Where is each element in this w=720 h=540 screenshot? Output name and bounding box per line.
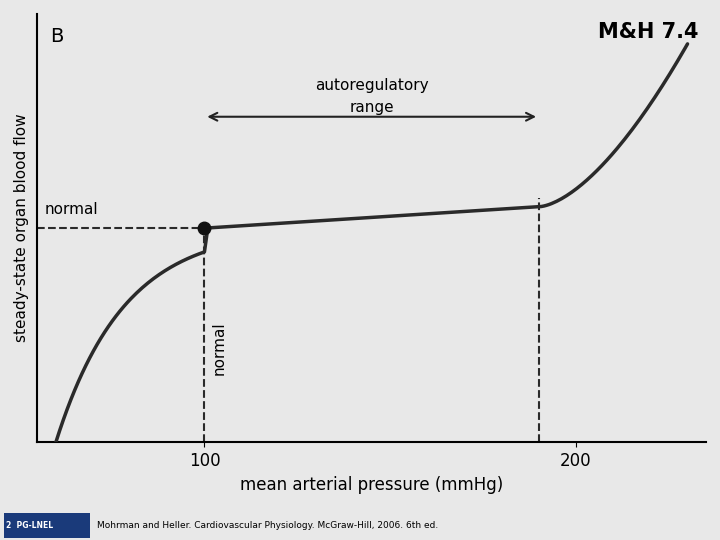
Text: autoregulatory: autoregulatory bbox=[315, 78, 428, 93]
Text: 2  PG-LNEL: 2 PG-LNEL bbox=[6, 521, 53, 530]
X-axis label: mean arterial pressure (mmHg): mean arterial pressure (mmHg) bbox=[240, 476, 503, 494]
Text: range: range bbox=[349, 99, 394, 114]
Text: normal: normal bbox=[212, 321, 227, 375]
Text: normal: normal bbox=[45, 202, 98, 218]
Y-axis label: steady-state organ blood flow: steady-state organ blood flow bbox=[14, 114, 29, 342]
Bar bbox=[4, 512, 90, 538]
Text: M&H 7.4: M&H 7.4 bbox=[598, 22, 698, 42]
Text: B: B bbox=[50, 27, 64, 46]
Text: Mohrman and Heller. Cardiovascular Physiology. McGraw-Hill, 2006. 6th ed.: Mohrman and Heller. Cardiovascular Physi… bbox=[97, 521, 438, 530]
